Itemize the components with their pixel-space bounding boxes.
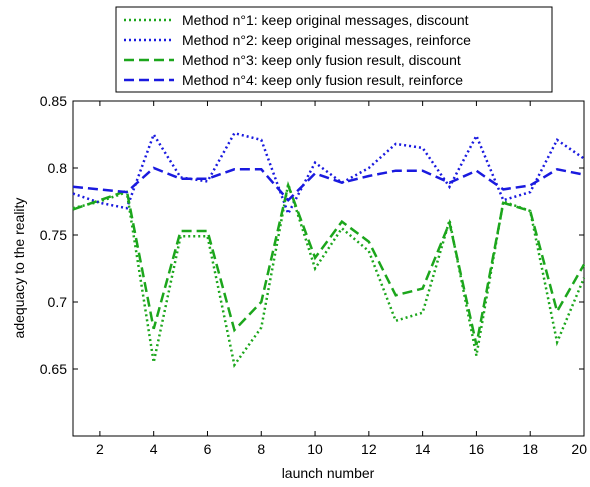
x-tick-label: 16 bbox=[469, 441, 485, 457]
y-tick-label: 0.65 bbox=[40, 361, 67, 377]
legend-label-method-4: Method n°4: keep only fusion result, rei… bbox=[182, 72, 463, 88]
x-tick-label: 4 bbox=[150, 441, 158, 457]
x-tick-label: 20 bbox=[571, 441, 587, 457]
x-tick-label: 12 bbox=[361, 441, 377, 457]
series-line-method-4 bbox=[72, 166, 585, 203]
y-axis-ticks: 0.65 0.7 0.75 0.8 0.85 bbox=[40, 93, 584, 377]
y-tick-label: 0.85 bbox=[40, 93, 67, 109]
series-line-method-1 bbox=[72, 183, 586, 369]
y-tick-label: 0.75 bbox=[40, 227, 67, 243]
series-group bbox=[72, 131, 586, 369]
x-tick-label: 2 bbox=[96, 441, 104, 457]
x-tick-label: 14 bbox=[415, 441, 431, 457]
legend-label-method-2: Method n°2: keep original messages, rein… bbox=[182, 32, 471, 48]
plot-area bbox=[72, 100, 585, 437]
x-axis-label: launch number bbox=[282, 465, 375, 481]
x-tick-label: 6 bbox=[204, 441, 212, 457]
x-tick-label: 18 bbox=[522, 441, 538, 457]
x-tick-label: 8 bbox=[257, 441, 265, 457]
y-axis-label: adequacy to the reality bbox=[11, 198, 27, 339]
series-line-method-2 bbox=[72, 131, 585, 217]
x-tick-label: 10 bbox=[307, 441, 323, 457]
y-tick-label: 0.7 bbox=[48, 294, 68, 310]
legend: Method n°1: keep original messages, disc… bbox=[115, 6, 553, 93]
legend-box bbox=[115, 6, 553, 93]
legend-label-method-3: Method n°3: keep only fusion result, dis… bbox=[182, 52, 461, 68]
legend-label-method-1: Method n°1: keep original messages, disc… bbox=[182, 12, 469, 28]
x-axis-ticks: 2 4 6 8 10 12 14 16 18 20 bbox=[96, 101, 587, 457]
series-line-method-3 bbox=[72, 181, 586, 346]
y-tick-label: 0.8 bbox=[48, 160, 68, 176]
